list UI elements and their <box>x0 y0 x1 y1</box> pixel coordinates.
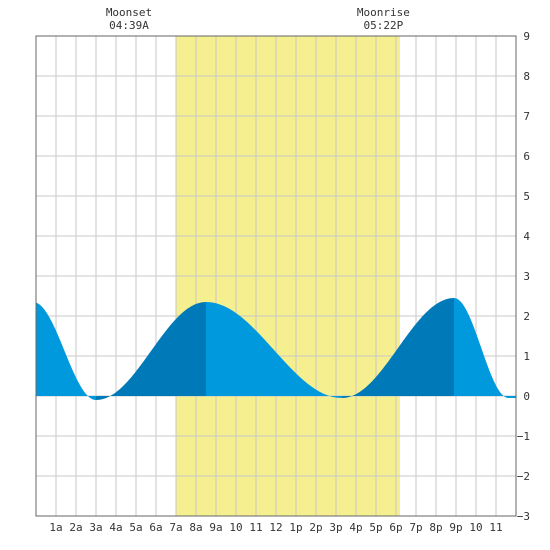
x-tick-label: 11 <box>489 521 502 534</box>
y-tick-labels: −3 −2 −1 0 1 2 3 4 5 6 7 8 9 <box>517 30 531 523</box>
x-tick-label: 10 <box>229 521 242 534</box>
x-tick-label: 4a <box>109 521 122 534</box>
tide-area-falling <box>206 302 342 398</box>
x-tick-label: 11 <box>249 521 262 534</box>
tide-area-rising <box>96 302 206 400</box>
y-tick-label: −2 <box>517 470 530 483</box>
y-tick-label: 6 <box>523 150 530 163</box>
grid-layer <box>36 36 516 516</box>
tide-layer <box>36 298 516 400</box>
x-tick-label: 6a <box>149 521 162 534</box>
moon-event-name: Moonrise <box>357 6 410 19</box>
plot-border <box>35 35 517 517</box>
x-tick-label: 1a <box>49 521 62 534</box>
y-tick-label: 2 <box>523 310 530 323</box>
x-tick-label: 10 <box>469 521 482 534</box>
moon-event-time: 05:22P <box>364 19 404 32</box>
y-tick-label: 5 <box>523 190 530 203</box>
y-tick-label: 7 <box>523 110 530 123</box>
x-tick-label: 12 <box>269 521 282 534</box>
x-tick-label: 9a <box>209 521 222 534</box>
y-tick-label: −1 <box>517 430 530 443</box>
y-tick-label: −3 <box>517 510 530 523</box>
y-tick-label: 1 <box>523 350 530 363</box>
y-tick-label: 9 <box>523 30 530 43</box>
tide-area-rising <box>342 298 454 398</box>
moon-event-time: 04:39A <box>109 19 149 32</box>
x-tick-label: 2a <box>69 521 82 534</box>
moon-event-name: Moonset <box>106 6 152 19</box>
x-tick-label: 7p <box>409 521 422 534</box>
x-tick-label: 1p <box>289 521 302 534</box>
x-tick-label: 3a <box>89 521 102 534</box>
x-tick-label: 8p <box>429 521 442 534</box>
x-tick-labels: 1a 2a 3a 4a 5a 6a 7a 8a 9a 10 11 12 1p 2p 3p 4p 5p 6p 7p 8p… <box>49 521 502 534</box>
x-tick-label: 2p <box>309 521 322 534</box>
x-tick-label: 3p <box>329 521 342 534</box>
x-tick-label: 6p <box>389 521 402 534</box>
x-tick-label: 8a <box>189 521 202 534</box>
x-tick-label: 9p <box>449 521 462 534</box>
x-tick-label: 5p <box>369 521 382 534</box>
x-tick-label: 4p <box>349 521 362 534</box>
tide-area-falling <box>454 298 516 398</box>
y-tick-label: 4 <box>523 230 530 243</box>
x-tick-label: 5a <box>129 521 142 534</box>
y-tick-label: 0 <box>523 390 530 403</box>
y-tick-label: 3 <box>523 270 530 283</box>
tide-area-falling <box>36 302 96 400</box>
y-tick-label: 8 <box>523 70 530 83</box>
x-tick-label: 7a <box>169 521 182 534</box>
plot-border-layer <box>35 35 517 517</box>
